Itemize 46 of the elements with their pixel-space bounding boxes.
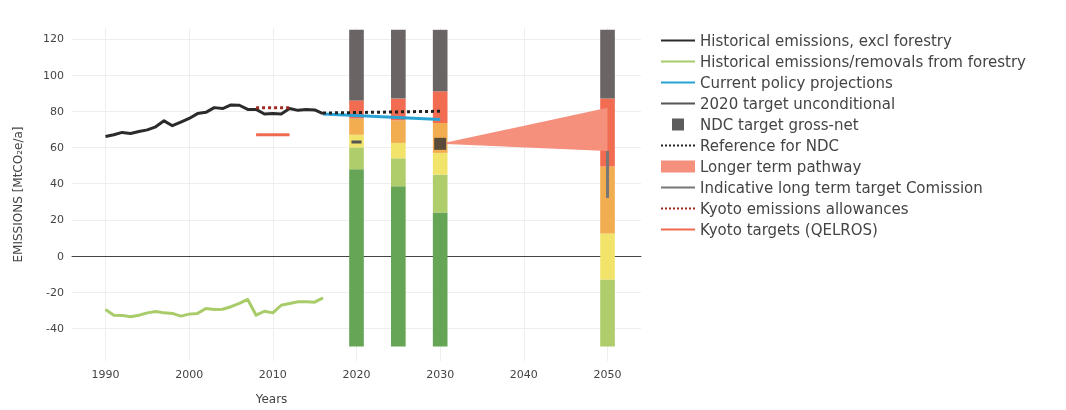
y-axis-title: EMISSIONS [MtCO₂e/a] [11,126,25,263]
y-tick-label: 60 [50,140,64,154]
bar [432,174,448,213]
bar [600,29,615,99]
bar [349,118,364,135]
x-tick-label: 2030 [426,368,455,381]
y-tick-label: 0 [57,249,64,263]
bar [349,29,364,101]
x-axis-title: Years [254,392,288,406]
y-tick-label: -20 [46,285,64,299]
legend-label: Reference for NDC [700,136,839,155]
bar [391,186,406,347]
x-tick-label: 2000 [175,368,204,381]
legend-label: 2020 target unconditional [700,94,896,113]
legend-label: Historical emissions/removals from forestry [700,52,1027,71]
bar [391,29,406,99]
bar [432,152,448,175]
y-tick-label: 40 [50,177,64,191]
bar [432,212,448,347]
legend-label: Kyoto emissions allowances [700,199,909,218]
bar [391,120,406,143]
bar [432,29,448,92]
bar [600,166,615,234]
y-tick-label: 20 [50,213,64,227]
legend-label: Kyoto targets (QELROS) [700,220,878,239]
bar [391,142,406,159]
x-tick-label: 2040 [509,368,538,381]
bar [600,279,615,347]
x-tick-label: 2020 [342,368,371,381]
legend-label: Current policy projections [700,73,893,92]
bar [391,158,406,187]
legend-label: NDC target gross-net [700,115,859,134]
legend-label: Indicative long term target Comission [700,178,983,197]
x-tick-label: 2010 [258,368,287,381]
legend-label: Longer term pathway [700,157,862,176]
y-tick-label: -40 [46,321,64,335]
y-tick-label: 120 [43,32,64,46]
x-tick-label: 2050 [593,368,622,381]
bar [349,169,364,347]
x-tick-label: 1990 [91,368,120,381]
legend-label: Historical emissions, excl forestry [700,31,953,50]
y-tick-label: 80 [50,104,64,118]
bar [600,233,615,280]
y-tick-label: 100 [43,68,64,82]
bar [349,147,364,170]
line-series [103,296,325,319]
